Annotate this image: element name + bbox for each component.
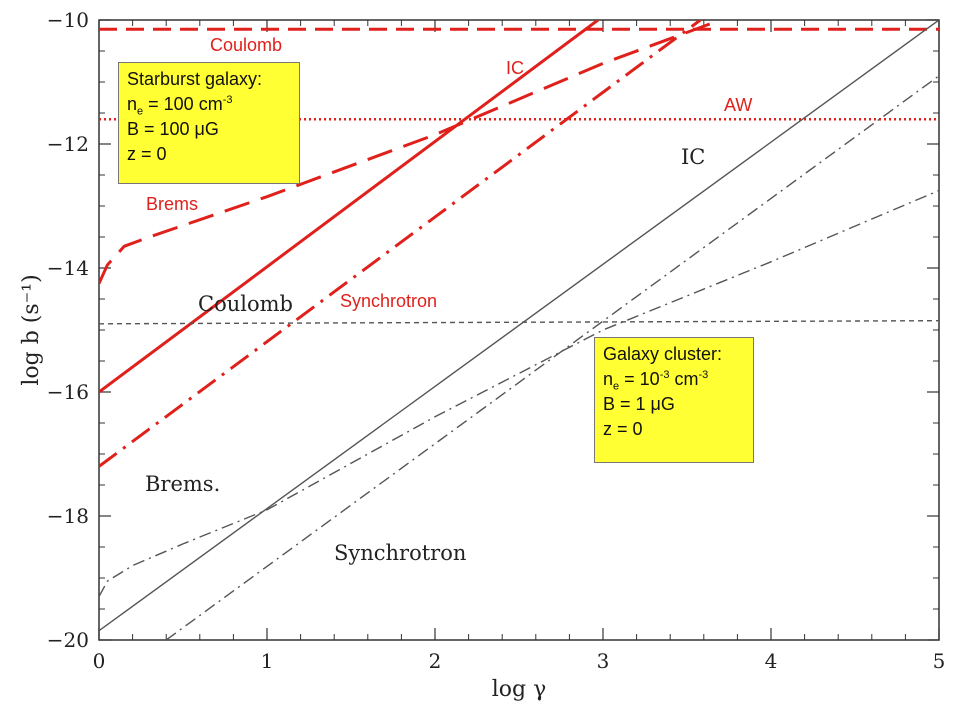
- cluster-coulomb-line: [99, 320, 939, 325]
- cluster-synchrotron-label: Synchrotron: [334, 541, 466, 565]
- cluster-ic-line: [99, 20, 939, 632]
- starburst-synchrotron-label: Synchrotron: [340, 291, 437, 311]
- starburst-brems-label: Brems: [146, 194, 198, 214]
- x-tick-label-2: 2: [429, 649, 442, 673]
- starburst-box-redshift: z = 0: [127, 144, 167, 164]
- series-layer: [99, 20, 939, 640]
- starburst-box-title: Starburst galaxy:: [127, 69, 263, 89]
- y-axis-label: log b (s⁻¹): [19, 274, 44, 385]
- x-axis-label: log γ: [492, 677, 547, 702]
- x-tick-label-3: 3: [597, 649, 610, 673]
- cluster-synchrotron-line: [165, 75, 939, 640]
- starburst-ic-label: IC: [506, 58, 524, 78]
- ticks-layer: 0 1 2 3 4 5 −10 −12 −14 −16 −18 −20: [47, 8, 946, 673]
- cluster-brems-line: [99, 189, 939, 597]
- starburst-box-field: B = 100 μG: [127, 119, 219, 139]
- y-tick-label-0: −10: [47, 8, 89, 32]
- cluster-coulomb-label: Coulomb: [198, 292, 293, 316]
- y-tick-label-5: −20: [47, 628, 89, 652]
- starburst-ic-line: [99, 20, 599, 394]
- x-tick-label-1: 1: [261, 649, 274, 673]
- starburst-box-density: ne = 100 cm-3: [127, 94, 233, 118]
- starburst-parameters-box: Starburst galaxy: ne = 100 cm-3 B = 100 …: [118, 62, 300, 184]
- cluster-parameters-box: Galaxy cluster: ne = 10-3 cm-3 B = 1 μG …: [594, 337, 754, 463]
- x-tick-label-0: 0: [93, 649, 106, 673]
- y-tick-label-2: −14: [47, 256, 89, 280]
- x-tick-label-4: 4: [765, 649, 778, 673]
- starburst-synchrotron-line: [99, 20, 702, 468]
- cluster-brems-label: Brems.: [145, 472, 220, 496]
- x-tick-label-5: 5: [933, 649, 946, 673]
- y-tick-label-4: −18: [47, 504, 89, 528]
- cluster-box-title: Galaxy cluster:: [603, 344, 723, 364]
- cluster-box-density: ne = 10-3 cm-3: [603, 369, 709, 393]
- y-tick-label-3: −16: [47, 380, 89, 404]
- y-tick-label-1: −12: [47, 132, 89, 156]
- starburst-aw-label: AW: [724, 95, 752, 115]
- cluster-box-field: B = 1 μG: [603, 394, 675, 414]
- cluster-box-redshift: z = 0: [603, 419, 643, 439]
- starburst-brems-line: [99, 20, 722, 285]
- cluster-ic-label: IC: [681, 145, 705, 169]
- starburst-coulomb-label: Coulomb: [210, 35, 282, 55]
